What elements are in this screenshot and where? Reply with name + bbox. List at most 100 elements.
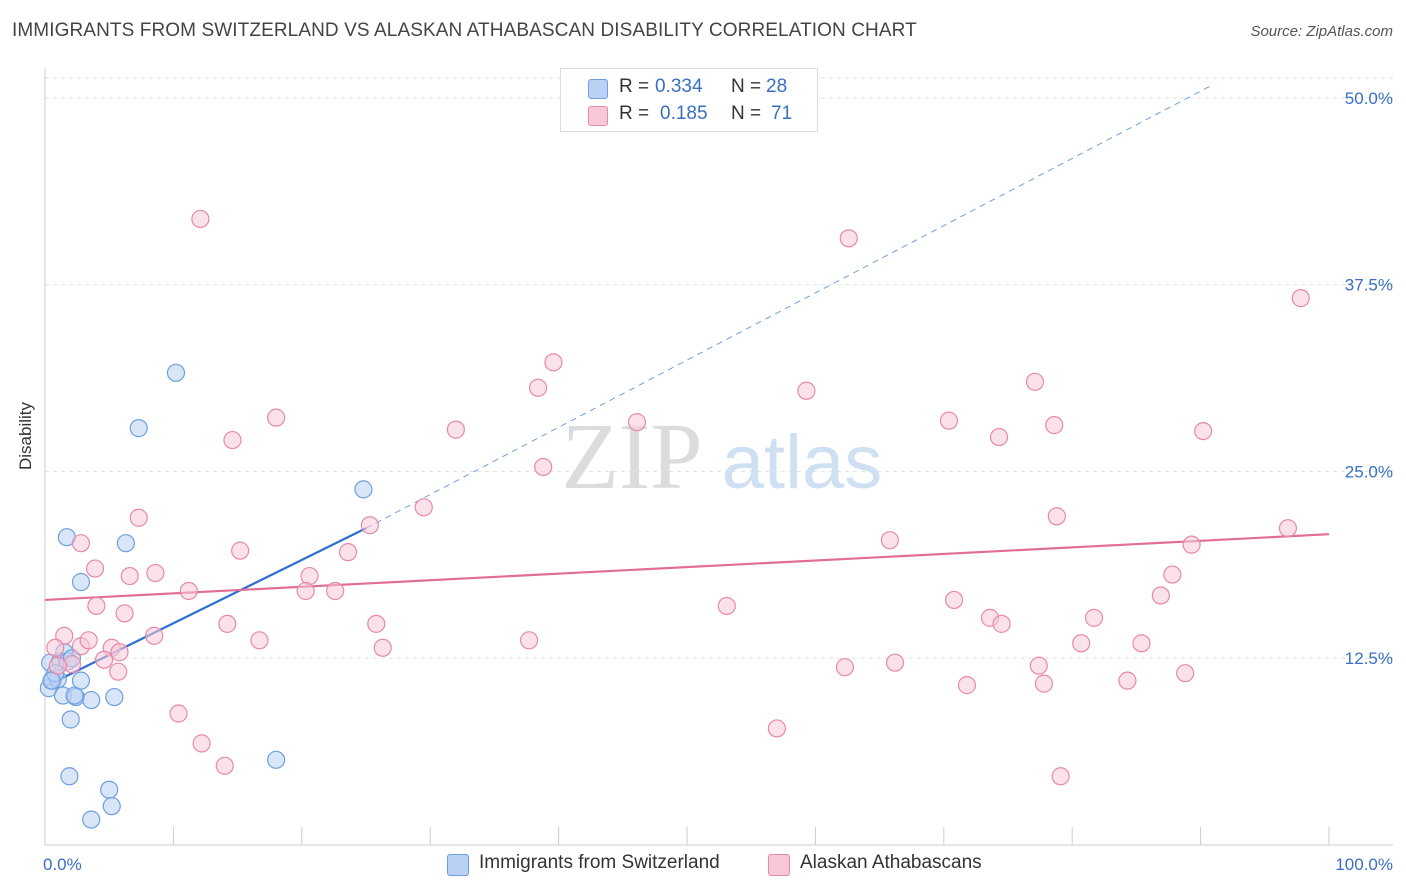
legend-row-athabascan: R = 0.185 N = 71 — [561, 100, 817, 128]
point-switzerland — [100, 780, 119, 799]
legend-r-value: 0.185 — [660, 103, 708, 124]
point-switzerland — [267, 750, 286, 769]
y-tick-label: 50.0% — [1345, 89, 1393, 108]
point-athabascan — [1176, 664, 1195, 683]
point-athabascan — [534, 457, 553, 477]
point-athabascan — [215, 756, 234, 775]
point-athabascan — [218, 614, 237, 633]
legend-n-value: 71 — [771, 103, 793, 124]
point-athabascan — [1051, 767, 1070, 786]
point-athabascan — [191, 209, 210, 229]
y-tick-label: 25.0% — [1345, 462, 1393, 481]
point-athabascan — [300, 566, 319, 586]
point-athabascan — [48, 656, 67, 675]
point-athabascan — [939, 411, 959, 430]
point-athabascan — [1045, 416, 1064, 435]
legend-label-switzerland: Immigrants from Switzerland — [479, 852, 720, 873]
point-switzerland — [82, 690, 101, 710]
point-switzerland — [71, 671, 91, 690]
point-switzerland — [354, 480, 373, 499]
point-athabascan — [109, 662, 128, 681]
point-athabascan — [338, 543, 358, 562]
trend-extension-switzerland — [365, 83, 1214, 529]
point-athabascan — [1151, 586, 1170, 605]
point-athabascan — [767, 719, 786, 738]
point-athabascan — [146, 563, 165, 583]
point-athabascan — [120, 566, 139, 586]
point-athabascan — [71, 534, 91, 553]
point-athabascan — [367, 614, 386, 633]
point-athabascan — [267, 408, 286, 427]
legend-n-label: N = — [731, 103, 762, 124]
trend-lines — [44, 83, 1330, 688]
point-athabascan — [627, 413, 647, 432]
point-athabascan — [94, 650, 114, 669]
point-athabascan — [115, 604, 134, 623]
legend-r-value: 0.334 — [655, 76, 703, 97]
y-axis-label: Disability — [16, 401, 35, 470]
point-athabascan — [835, 658, 855, 677]
point-switzerland — [166, 363, 186, 382]
point-athabascan — [1047, 507, 1066, 526]
point-athabascan — [1182, 535, 1201, 554]
point-athabascan — [85, 559, 105, 578]
point-athabascan — [519, 631, 539, 650]
point-athabascan — [944, 590, 964, 610]
tick-labels: 12.5% 25.0% 37.5% 50.0% 0.0% 100.0% — [43, 89, 1393, 874]
point-athabascan — [989, 427, 1009, 447]
point-athabascan — [885, 653, 905, 672]
point-athabascan — [446, 420, 465, 439]
point-athabascan — [1118, 671, 1137, 690]
point-switzerland — [60, 767, 79, 786]
point-athabascan — [1163, 565, 1182, 584]
point-athabascan — [129, 508, 148, 527]
legend-swatch-blue — [588, 79, 608, 99]
point-athabascan — [373, 638, 392, 657]
point-athabascan — [1025, 372, 1045, 391]
point-athabascan — [957, 676, 977, 695]
point-athabascan — [87, 596, 106, 616]
legend-r-label: R = — [619, 103, 650, 124]
point-athabascan — [1072, 634, 1091, 653]
y-tick-label: 37.5% — [1345, 276, 1393, 295]
data-points — [39, 209, 1310, 829]
legend-swatch-blue — [447, 854, 469, 876]
legend-swatch-pink — [588, 106, 608, 126]
x-tick-label: 0.0% — [43, 855, 82, 874]
legend-n-value: 28 — [766, 76, 788, 97]
y-tick-label: 12.5% — [1345, 649, 1393, 668]
axes — [44, 68, 1393, 846]
point-athabascan — [528, 378, 548, 397]
legend-label-athabascan: Alaskan Athabascans — [800, 852, 982, 873]
point-athabascan — [717, 596, 736, 616]
source-label: Source: ZipAtlas.com — [1250, 23, 1393, 40]
grid-lines — [45, 77, 1393, 659]
legend-swatch-pink — [768, 854, 790, 876]
point-athabascan — [839, 229, 858, 248]
point-athabascan — [179, 581, 198, 601]
point-athabascan — [992, 614, 1011, 633]
point-athabascan — [360, 516, 379, 535]
point-athabascan — [880, 531, 899, 550]
point-athabascan — [46, 638, 65, 657]
point-athabascan — [797, 381, 816, 400]
point-athabascan — [231, 541, 250, 560]
point-athabascan — [1034, 674, 1054, 693]
point-athabascan — [192, 734, 211, 753]
point-switzerland — [129, 419, 148, 438]
point-athabascan — [223, 430, 242, 450]
legend-n-label: N = — [731, 76, 762, 97]
point-athabascan — [326, 581, 345, 601]
point-athabascan — [250, 631, 269, 650]
watermark-atlas: atlas — [722, 420, 883, 505]
point-athabascan — [1029, 656, 1048, 675]
chart-title: IMMIGRANTS FROM SWITZERLAND VS ALASKAN A… — [12, 20, 917, 41]
point-switzerland — [102, 797, 121, 816]
point-switzerland — [105, 687, 124, 707]
point-athabascan — [1278, 519, 1298, 538]
point-athabascan — [296, 581, 315, 601]
point-athabascan — [145, 626, 164, 645]
point-switzerland — [61, 710, 80, 729]
watermark: ZIP atlas — [562, 405, 883, 509]
trend-line-athabascan — [44, 533, 1330, 602]
